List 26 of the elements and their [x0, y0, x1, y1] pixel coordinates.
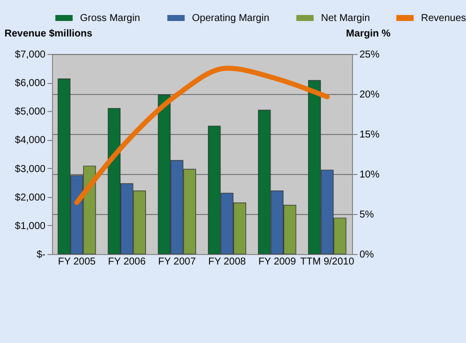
x-tick-label: FY 2006 — [108, 256, 146, 268]
y-tick-label: $2,000 — [14, 192, 46, 204]
y-tick-label: $3,000 — [14, 164, 46, 175]
y2-tick-label: 5% — [360, 210, 374, 220]
y-tick-label: $7,000 — [14, 50, 46, 60]
y-tick-label: $4,000 — [14, 135, 46, 146]
y2-tick-label: 15% — [360, 130, 380, 140]
x-tick-label: FY 2009 — [258, 256, 296, 268]
x-tick-label: TTM 9/2010 — [300, 256, 355, 268]
y2-tick-label: 10% — [360, 170, 380, 180]
y2-tick-label: 25% — [360, 50, 380, 60]
x-tick-label: FY 2008 — [208, 256, 246, 268]
x-tick-label: FY 2005 — [58, 256, 96, 268]
legend-label: Net Margin — [321, 13, 370, 24]
x-tick-label: FY 2007 — [158, 256, 196, 268]
legend-label: Operating Margin — [192, 13, 270, 24]
legend-label: Revenues — [421, 13, 466, 24]
y2-tick-label: 20% — [360, 90, 380, 100]
y-tick-label: $1,000 — [14, 220, 46, 232]
y-tick-label: $5,000 — [14, 106, 46, 118]
y-tick-label: $- — [36, 250, 46, 260]
y2-axis-title: Margin % — [346, 28, 391, 40]
y-tick-label: $6,000 — [14, 78, 46, 90]
y2-tick-label: 0% — [360, 250, 374, 260]
y-axis-title: Revenue $millions — [4, 28, 93, 40]
legend-label: Gross Margin — [80, 13, 140, 24]
